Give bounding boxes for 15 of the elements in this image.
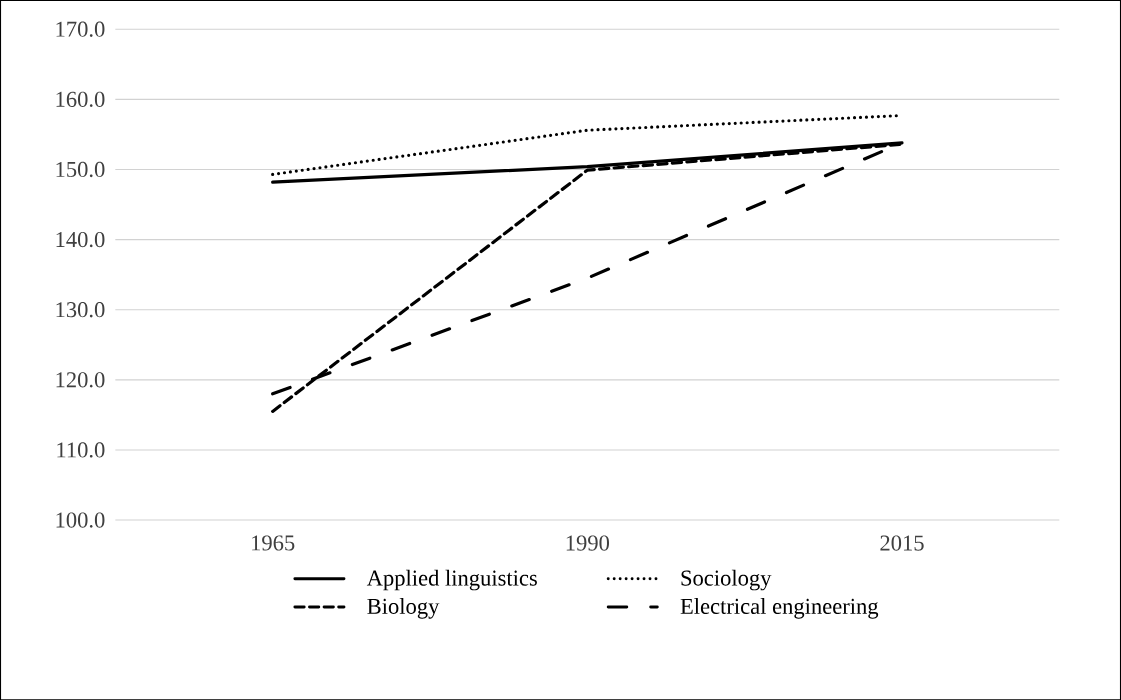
legend-label: Sociology bbox=[681, 569, 772, 591]
y-tick-label: 150.0 bbox=[56, 161, 105, 177]
x-tick-label: 2015 bbox=[880, 535, 924, 551]
legend-label: Biology bbox=[367, 597, 440, 619]
legend-label: Electrical engineering bbox=[680, 597, 879, 619]
y-tick-label: 110.0 bbox=[57, 442, 105, 458]
x-tick-label: 1990 bbox=[566, 535, 610, 551]
x-tick-label: 1965 bbox=[252, 535, 295, 551]
y-tick-label: 120.0 bbox=[56, 372, 105, 388]
y-tick-label: 140.0 bbox=[56, 231, 105, 248]
y-tick-label: 100.0 bbox=[56, 512, 105, 528]
legend-label: Applied linguistics bbox=[366, 569, 537, 591]
y-tick-label: 130.0 bbox=[56, 301, 105, 318]
y-tick-label: 160.0 bbox=[56, 91, 105, 107]
y-tick-label: 170.0 bbox=[56, 21, 105, 37]
